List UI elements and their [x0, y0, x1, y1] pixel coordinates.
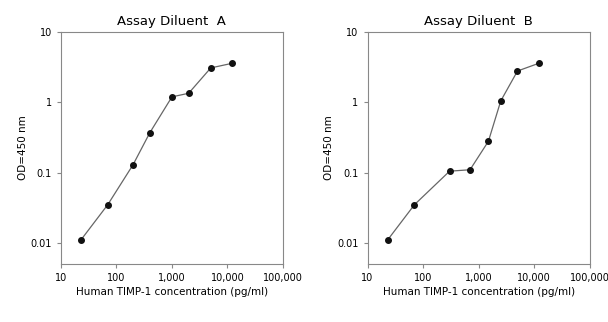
Title: Assay Diluent  B: Assay Diluent B	[424, 15, 533, 28]
Title: Assay Diluent  A: Assay Diluent A	[117, 15, 226, 28]
X-axis label: Human TIMP-1 concentration (pg/ml): Human TIMP-1 concentration (pg/ml)	[382, 287, 575, 297]
Y-axis label: OD=450 nm: OD=450 nm	[324, 116, 334, 181]
Y-axis label: OD=450 nm: OD=450 nm	[18, 116, 27, 181]
X-axis label: Human TIMP-1 concentration (pg/ml): Human TIMP-1 concentration (pg/ml)	[76, 287, 268, 297]
